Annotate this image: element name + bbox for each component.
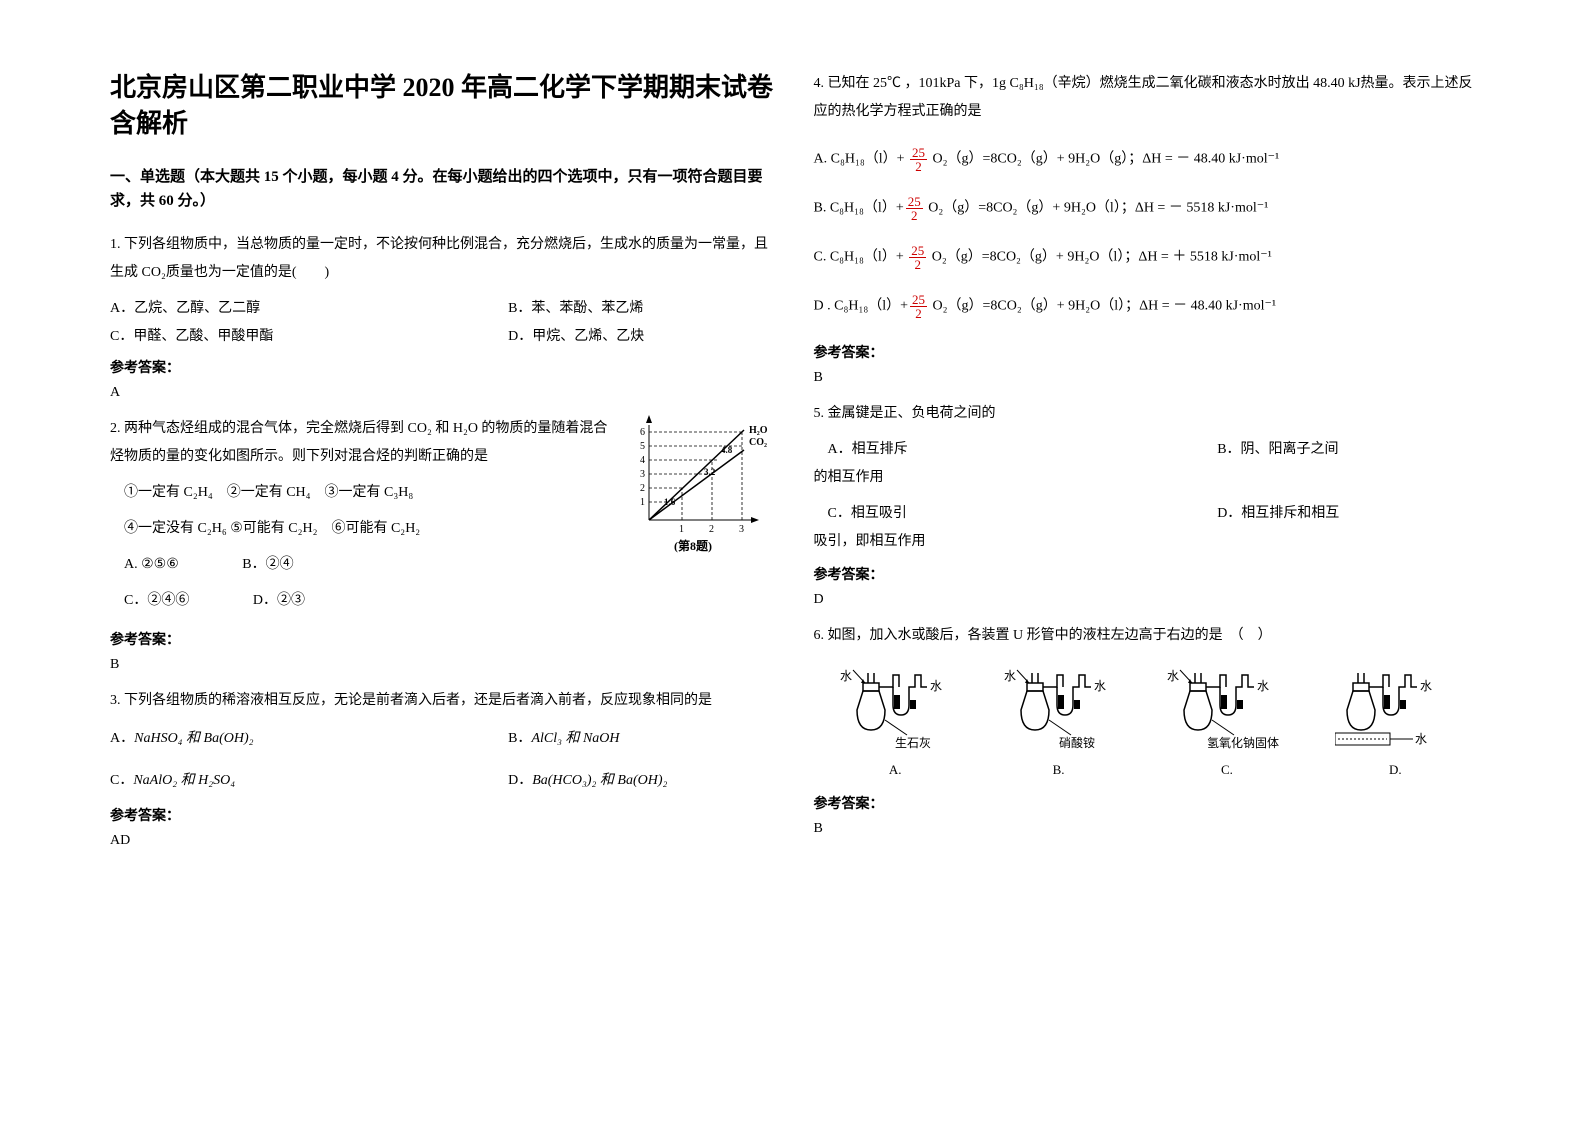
device-d-letter: D. (1335, 762, 1455, 778)
q3-optD-pre: D． (508, 773, 532, 788)
q2-optC: C．②④⑥ (124, 593, 189, 608)
device-b-letter: B. (999, 762, 1119, 778)
svg-text:生石灰: 生石灰 (895, 736, 931, 750)
q6-text: 6. 如图，加入水或酸后，各装置 U 形管中的液柱左边高于右边的是 （ ） (814, 622, 1478, 650)
svg-text:水: 水 (1257, 679, 1269, 693)
q3-answer-label: 参考答案： (110, 805, 774, 825)
q3-optD: Ba(HCO₃)₂ 和 Ba(OH)₂ (532, 773, 667, 788)
svg-text:硝酸铵: 硝酸铵 (1059, 735, 1095, 750)
device-c-letter: C. (1162, 762, 1292, 778)
q2-chart: 6 5 4 3 2 1 1 2 3 H₂O (624, 415, 774, 555)
q4-answer: B (814, 370, 1478, 386)
chart-svg: 6 5 4 3 2 1 1 2 3 H₂O (624, 415, 774, 555)
device-row: 水 水 生石灰 A. (814, 665, 1478, 778)
q1-optA: A．乙烷、乙醇、乙二醇 (110, 295, 508, 323)
svg-text:水: 水 (1167, 669, 1179, 683)
q4-eqA: A. C₈H₁₈（l）+ 252 O₂（g）=8CO₂（g）+ 9H₂O（g）；… (814, 146, 1478, 173)
chart-caption: (第8题) (674, 538, 712, 553)
svg-text:2: 2 (640, 483, 645, 494)
device-c: 水 水 氢氧化钠固体 C. (1162, 665, 1292, 778)
svg-text:1: 1 (640, 497, 645, 508)
q2-answer-label: 参考答案： (110, 629, 774, 649)
svg-text:水: 水 (1420, 679, 1432, 693)
device-d: 水 水 D. (1335, 665, 1455, 778)
q5-answer: D (814, 592, 1478, 608)
question-6: 6. 如图，加入水或酸后，各装置 U 形管中的液柱左边高于右边的是 （ ） 水 … (814, 622, 1478, 837)
q5-optB-tail: 的相互作用 (814, 464, 1478, 492)
svg-text:水: 水 (840, 669, 852, 683)
q3-optB-pre: B． (508, 731, 531, 746)
q5-optD-tail: 吸引，即相互作用 (814, 528, 1478, 556)
svg-text:4: 4 (640, 455, 645, 466)
svg-text:1: 1 (679, 524, 684, 535)
q5-text: 5. 金属键是正、负电荷之间的 (814, 400, 1478, 428)
q5-optC: C．相互吸引 (828, 500, 1218, 528)
q3-optA-pre: A． (110, 731, 134, 746)
q4-answer-label: 参考答案： (814, 342, 1478, 362)
page-title: 北京房山区第二职业中学 2020 年高二化学下学期期末试卷含解析 (110, 70, 774, 143)
svg-text:4.8: 4.8 (721, 445, 733, 455)
svg-text:水: 水 (1094, 679, 1106, 693)
q1-answer-label: 参考答案： (110, 357, 774, 377)
svg-text:3: 3 (640, 469, 645, 480)
q3-optC-pre: C． (110, 773, 133, 788)
q4-eqD: D . C₈H₁₈（l）+252 O₂（g）=8CO₂（g）+ 9H₂O（l）；… (814, 293, 1478, 320)
question-3: 3. 下列各组物质的稀溶液相互反应，无论是前者滴入后者，还是后者滴入前者，反应现… (110, 687, 774, 849)
q1-text: 1. 下列各组物质中，当总物质的量一定时，不论按何种比例混合，充分燃烧后，生成水… (110, 231, 774, 287)
q3-optB: AlCl₃ 和 NaOH (531, 731, 619, 746)
question-5: 5. 金属键是正、负电荷之间的 A．相互排斥 B．阴、阳离子之间 的相互作用 C… (814, 400, 1478, 608)
q3-optA: NaHSO₄ 和 Ba(OH)₂ (134, 731, 253, 746)
q3-answer: AD (110, 833, 774, 849)
question-2: 6 5 4 3 2 1 1 2 3 H₂O (110, 415, 774, 673)
question-4: 4. 已知在 25℃ ，101kPa 下，1g C₈H₁₈（辛烷）燃烧生成二氧化… (814, 70, 1478, 386)
device-a-letter: A. (835, 762, 955, 778)
q1-optB: B．苯、苯酚、苯乙烯 (508, 295, 773, 323)
svg-text:CO₂: CO₂ (749, 437, 767, 448)
q3-optC: NaAlO₂ 和 H₂SO₄ (133, 773, 235, 788)
q4-eqB: B. C₈H₁₈（l）+252 O₂（g）=8CO₂（g）+ 9H₂O（l）；Δ… (814, 195, 1478, 222)
q5-answer-label: 参考答案： (814, 564, 1478, 584)
q4-eqC: C. C₈H₁₈（l）+ 252 O₂（g）=8CO₂（g）+ 9H₂O（l）；… (814, 244, 1478, 271)
svg-text:6: 6 (640, 427, 645, 438)
q2-optB: B．②④ (242, 557, 293, 572)
q1-optC: C．甲醛、乙酸、甲酸甲酯 (110, 323, 508, 351)
svg-text:水: 水 (1415, 732, 1427, 746)
q4-text: 4. 已知在 25℃ ，101kPa 下，1g C₈H₁₈（辛烷）燃烧生成二氧化… (814, 70, 1478, 126)
q5-optD: D．相互排斥和相互 (1217, 500, 1477, 528)
left-column: 北京房山区第二职业中学 2020 年高二化学下学期期末试卷含解析 一、单选题（本… (90, 70, 794, 1052)
device-a: 水 水 生石灰 A. (835, 665, 955, 778)
svg-text:3.2: 3.2 (704, 467, 716, 477)
svg-text:H₂O: H₂O (749, 425, 768, 436)
section-header: 一、单选题（本大题共 15 个小题，每小题 4 分。在每小题给出的四个选项中，只… (110, 165, 774, 213)
q3-text: 3. 下列各组物质的稀溶液相互反应，无论是前者滴入后者，还是后者滴入前者，反应现… (110, 687, 774, 715)
svg-text:5: 5 (640, 441, 645, 452)
q6-answer-label: 参考答案： (814, 793, 1478, 813)
svg-text:水: 水 (1004, 669, 1016, 683)
q1-optD: D．甲烷、乙烯、乙炔 (508, 323, 773, 351)
q5-optA: A．相互排斥 (828, 436, 1218, 464)
q2-optD: D．②③ (253, 593, 305, 608)
question-1: 1. 下列各组物质中，当总物质的量一定时，不论按何种比例混合，充分燃烧后，生成水… (110, 231, 774, 401)
svg-text:2: 2 (709, 524, 714, 535)
svg-text:1.6: 1.6 (664, 497, 676, 507)
q1-answer: A (110, 385, 774, 401)
right-column: 4. 已知在 25℃ ，101kPa 下，1g C₈H₁₈（辛烷）燃烧生成二氧化… (794, 70, 1498, 1052)
svg-text:氢氧化钠固体: 氢氧化钠固体 (1207, 735, 1279, 750)
q2-optA: A. ②⑤⑥ (124, 557, 179, 572)
q5-optB: B．阴、阳离子之间 (1217, 436, 1477, 464)
q6-answer: B (814, 821, 1478, 837)
device-b: 水 水 硝酸铵 B. (999, 665, 1119, 778)
q2-answer: B (110, 657, 774, 673)
svg-text:3: 3 (739, 524, 744, 535)
svg-text:水: 水 (930, 679, 942, 693)
